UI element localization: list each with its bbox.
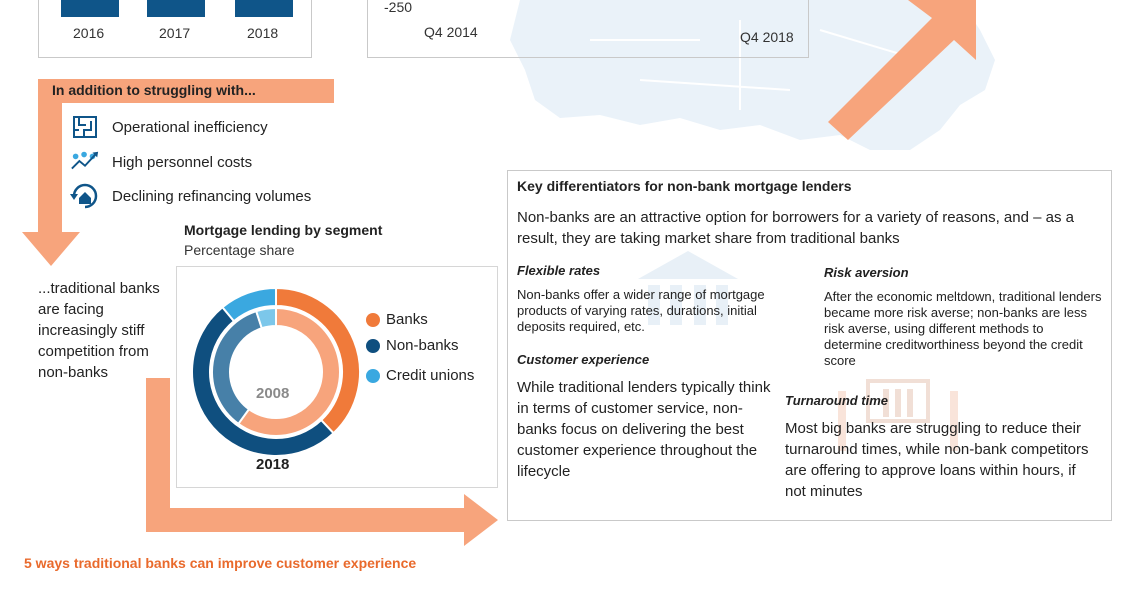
chart-subtitle: Percentage share bbox=[184, 242, 295, 258]
legend-label: Credit unions bbox=[386, 367, 475, 384]
legend-banks: Banks bbox=[366, 311, 428, 328]
diagonal-arrow bbox=[828, 0, 976, 140]
flow-bar-bottom bbox=[146, 508, 466, 532]
issue-personnel: High personnel costs bbox=[70, 149, 252, 175]
legend-nonbanks: Non-banks bbox=[366, 337, 459, 354]
bar-2018 bbox=[235, 0, 293, 17]
issue-label: High personnel costs bbox=[112, 153, 253, 171]
donut-chart bbox=[191, 286, 361, 457]
year-label-2016: 2016 bbox=[73, 25, 105, 41]
legend-credit-unions: Credit unions bbox=[366, 367, 474, 384]
bar-chart-panel: 2016 2017 2018 bbox=[38, 0, 312, 58]
flexible-text: Non-banks offer a wider range of mortgag… bbox=[517, 287, 765, 334]
flexible-heading: Flexible rates bbox=[517, 263, 601, 278]
bank-watermark-icon bbox=[838, 379, 958, 451]
turnaround-heading: Turnaround time bbox=[785, 393, 889, 408]
legend-label: Non-banks bbox=[386, 337, 459, 354]
issue-refinancing: Declining refinancing volumes bbox=[70, 183, 311, 209]
legend-dot bbox=[366, 312, 380, 327]
customer-heading: Customer experience bbox=[517, 352, 650, 367]
traditional-banks-text: ...traditional banks are facing increasi… bbox=[38, 280, 160, 381]
legend-label: Banks bbox=[386, 311, 428, 328]
bar-2017 bbox=[147, 0, 205, 17]
inner-2008-slice-credit-unions bbox=[254, 306, 277, 330]
differentiators-panel: Key differentiators for non-bank mortgag… bbox=[507, 170, 1112, 521]
issue-label: Operational inefficiency bbox=[112, 118, 268, 136]
risk-heading: Risk aversion bbox=[824, 265, 909, 280]
struggles-title: In addition to struggling with... bbox=[52, 82, 256, 98]
donut-inner-label: 2008 bbox=[256, 385, 290, 402]
flow-arrowhead-right bbox=[464, 494, 498, 546]
x-tick-start: Q4 2014 bbox=[424, 24, 478, 40]
legend-dot bbox=[366, 338, 380, 353]
legend-dot bbox=[366, 368, 380, 383]
turnaround-text: Most big banks are struggling to reduce … bbox=[785, 420, 1089, 500]
year-label-2018: 2018 bbox=[247, 25, 279, 41]
year-label-2017: 2017 bbox=[159, 25, 191, 41]
y-tick-label: -250 bbox=[384, 0, 413, 15]
bank-watermark-icon bbox=[638, 251, 738, 325]
differentiators-intro: Non-banks are an attractive option for b… bbox=[517, 209, 1074, 247]
customer-text: While traditional lenders typically thin… bbox=[517, 379, 771, 480]
five-ways-heading: 5 ways traditional banks can improve cus… bbox=[24, 555, 417, 571]
x-tick-end: Q4 2018 bbox=[740, 29, 794, 45]
risk-text: After the economic meltdown, traditional… bbox=[824, 289, 1102, 368]
house-refresh-icon bbox=[70, 183, 100, 209]
bar-2016 bbox=[61, 0, 119, 17]
maze-icon bbox=[70, 114, 100, 140]
flow-bar-top bbox=[38, 79, 334, 103]
issue-operational: Operational inefficiency bbox=[70, 114, 268, 140]
flow-arrowhead-down bbox=[22, 232, 80, 266]
issue-label: Declining refinancing volumes bbox=[112, 187, 312, 205]
chart-title: Mortgage lending by segment bbox=[184, 222, 383, 238]
donut-outer-label: 2018 bbox=[256, 456, 290, 473]
outer-2018-slice-credit-unions bbox=[221, 286, 277, 323]
inner-2008-slice-banks bbox=[236, 306, 341, 437]
flow-bar-down bbox=[38, 103, 62, 233]
differentiators-title: Key differentiators for non-bank mortgag… bbox=[517, 178, 852, 194]
people-cost-icon bbox=[70, 149, 100, 175]
flow-bar-lower bbox=[146, 378, 170, 532]
line-chart-panel: -250 Q4 2014 Q4 2018 bbox=[367, 0, 809, 58]
